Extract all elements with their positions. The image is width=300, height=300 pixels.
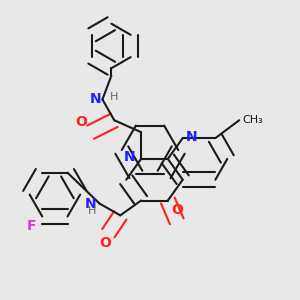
Text: O: O	[100, 236, 111, 250]
Text: N: N	[186, 130, 197, 144]
Text: N: N	[124, 150, 135, 164]
Text: O: O	[76, 115, 88, 129]
Text: N: N	[89, 92, 101, 106]
Text: CH₃: CH₃	[242, 115, 263, 125]
Text: H: H	[88, 206, 97, 216]
Text: F: F	[27, 219, 36, 233]
Text: H: H	[110, 92, 118, 101]
Text: N: N	[85, 196, 97, 211]
Text: O: O	[171, 203, 183, 217]
